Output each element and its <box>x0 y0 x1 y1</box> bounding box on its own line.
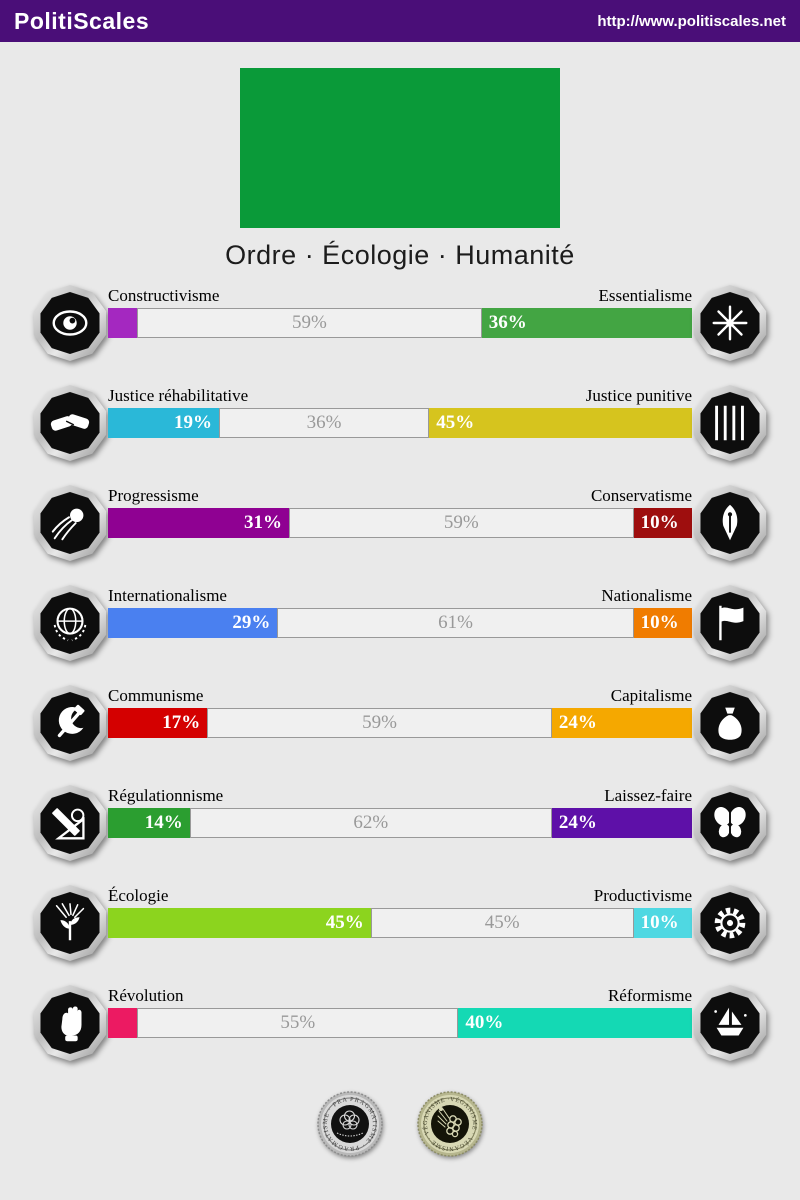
pragmatisme-coin: PRAGMATISME · PRAGMATISME · PRAGMATISME … <box>314 1086 383 1157</box>
axis-right-label: Réformisme <box>607 986 692 1005</box>
site-url-link[interactable]: http://www.politiscales.net <box>597 12 786 30</box>
middle-segment: 45% <box>370 908 634 938</box>
axis-left-label: Progressisme <box>108 486 199 505</box>
axis-left-label: Communisme <box>108 686 204 705</box>
axis-bar: 31% 59% 10% <box>108 508 692 538</box>
gear-icon <box>692 885 768 961</box>
result-title: Ordre · Écologie · Humanité <box>225 240 575 270</box>
right-segment: 45% <box>429 408 692 438</box>
middle-segment: 61% <box>277 608 634 638</box>
left-segment: 17% <box>108 708 208 738</box>
axis-bar: 55% 40% <box>108 1008 692 1038</box>
axis-bar: 29% 61% 10% <box>108 608 692 638</box>
handshake-icon <box>32 385 108 461</box>
axis-left-label: Justice réhabilitative <box>108 386 249 405</box>
header-bar: PolitiScales http://www.politiscales.net <box>0 0 800 42</box>
axis-row-communisme-capitalisme: Communisme Capitalisme 17% 59% 24% <box>0 685 800 785</box>
right-segment: 24% <box>551 708 692 738</box>
brand-logo: PolitiScales <box>14 7 150 34</box>
left-segment: 29% <box>108 608 278 638</box>
middle-segment: 59% <box>137 308 482 338</box>
axis-row-internationalisme-nationalisme: Internationalisme Nationalisme 29% 61% 1… <box>0 585 800 685</box>
flag-icon <box>692 585 768 661</box>
axis-row-progressisme-conservatisme: Progressisme Conservatisme 31% 59% 10% <box>0 485 800 585</box>
axis-row-regulationnisme-laissezfaire: Régulationnisme Laissez-faire 14% 62% 24… <box>0 785 800 885</box>
globe-icon <box>32 585 108 661</box>
eye-icon <box>32 285 108 361</box>
plant-icon <box>32 885 108 961</box>
left-segment <box>108 1008 138 1038</box>
left-segment: 14% <box>108 808 190 838</box>
middle-segment: 36% <box>218 408 430 438</box>
fist-icon <box>32 985 108 1061</box>
axis-left-label: Écologie <box>108 886 169 905</box>
hammer-sickle-icon <box>32 685 108 761</box>
axis-right-label: Capitalisme <box>610 686 692 705</box>
result-flag <box>240 68 560 228</box>
axis-bar: 14% 62% 24% <box>108 808 692 838</box>
berries-icon <box>437 1107 462 1138</box>
ruler-triangle-icon <box>32 785 108 861</box>
middle-segment: 55% <box>137 1008 459 1038</box>
middle-segment: 59% <box>289 508 634 538</box>
right-segment: 40% <box>458 1008 692 1038</box>
sailboat-icon <box>692 985 768 1061</box>
axis-row-justice: Justice réhabilitative Justice punitive … <box>0 385 800 485</box>
prison-bars-icon <box>692 385 768 461</box>
right-segment: 24% <box>551 808 692 838</box>
axis-right-label: Justice punitive <box>585 386 692 405</box>
dandelion-icon <box>692 285 768 361</box>
butterfly-icon <box>692 785 768 861</box>
axis-left-label: Régulationnisme <box>108 786 224 805</box>
axis-row-constructivisme-essentialisme: Constructivisme Essentialisme 59% 36% <box>0 285 800 385</box>
axis-bar: 19% 36% 45% <box>108 408 692 438</box>
axis-left-label: Constructivisme <box>108 286 220 305</box>
axis-left-label: Internationalisme <box>108 586 227 605</box>
comet-icon <box>32 485 108 561</box>
footer-coins: PRAGMATISME · PRAGMATISME · PRAGMATISME … <box>0 1085 800 1161</box>
brain-icon <box>336 1110 364 1137</box>
left-segment: 45% <box>108 908 371 938</box>
left-segment: 19% <box>108 408 219 438</box>
pen-icon <box>692 485 768 561</box>
axis-bar: 17% 59% 24% <box>108 708 692 738</box>
axis-bar: 45% 45% 10% <box>108 908 692 938</box>
axis-right-label: Productivisme <box>593 886 692 905</box>
right-segment: 10% <box>633 608 692 638</box>
right-segment: 10% <box>633 508 692 538</box>
middle-segment: 62% <box>189 808 552 838</box>
axis-row-ecologie-productivisme: Écologie Productivisme 45% 45% 10% <box>0 885 800 985</box>
axis-right-label: Laissez-faire <box>604 786 692 805</box>
left-segment: 31% <box>108 508 290 538</box>
left-segment <box>108 308 138 338</box>
veganisme-coin: VÉGANISME · VÉGANISME · VÉGANISME · VÉGA… <box>414 1085 483 1157</box>
axis-right-label: Conservatisme <box>590 486 692 505</box>
axis-right-label: Nationalisme <box>601 586 692 605</box>
money-bag-icon <box>692 685 768 761</box>
axis-bar: 59% 36% <box>108 308 692 338</box>
right-segment: 36% <box>481 308 692 338</box>
middle-segment: 59% <box>207 708 552 738</box>
axis-right-label: Essentialisme <box>598 286 692 305</box>
axis-left-label: Révolution <box>108 986 184 1005</box>
right-segment: 10% <box>633 908 692 938</box>
axis-row-revolution-reformisme: Révolution Réformisme 55% 40% <box>0 985 800 1085</box>
